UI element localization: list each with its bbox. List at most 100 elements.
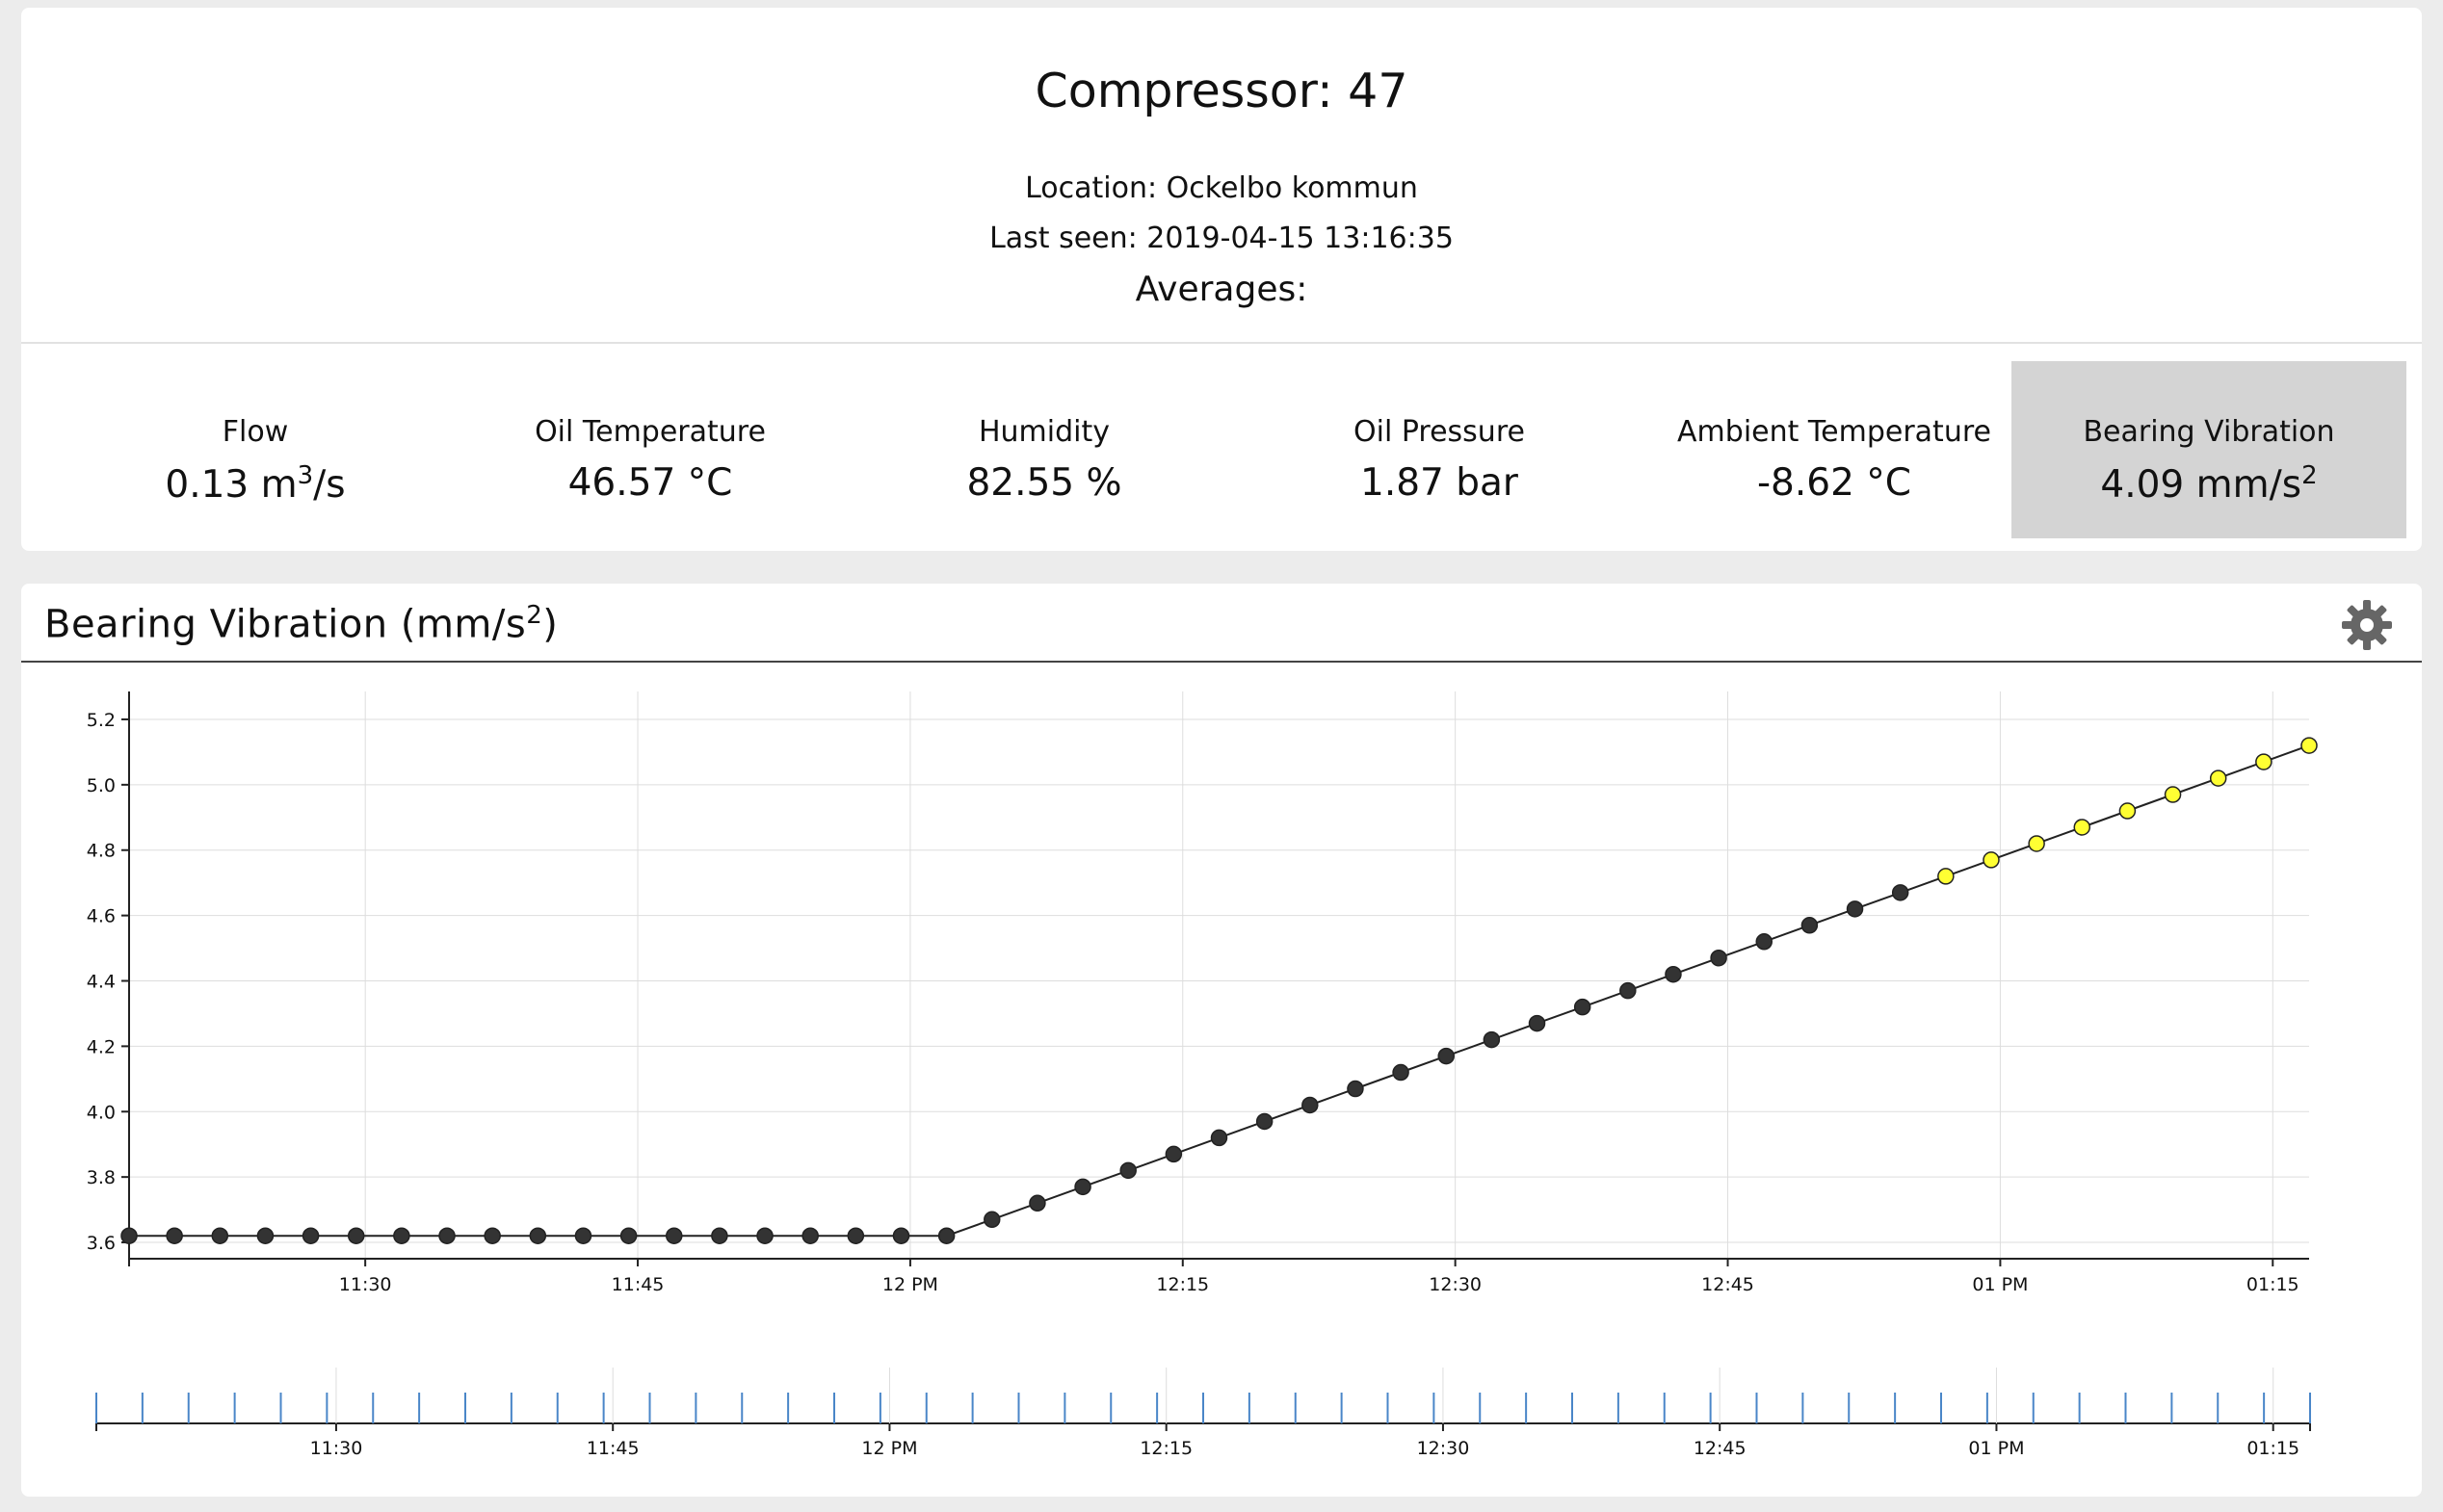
metric-ambient-temperature[interactable]: Ambient Temperature -8.62 °C <box>1637 361 2032 538</box>
y-tick-label: 4.8 <box>87 841 116 862</box>
chart-panel: Bearing Vibration (mm/s2) 3.6 3.8 4.0 4.2 4.… <box>21 584 2422 1497</box>
data-point <box>801 1227 819 1244</box>
data-point <box>1800 917 1819 934</box>
metric-label: Oil Temperature <box>535 415 766 449</box>
brush-x-tick-label: 01:15 <box>2246 1438 2299 1459</box>
metric-value: 46.57 °C <box>567 461 733 505</box>
data-point <box>619 1227 638 1244</box>
data-point <box>1210 1129 1228 1147</box>
metric-bearing-vibration[interactable]: Bearing Vibration 4.09 mm/s2 <box>2011 361 2406 538</box>
brush-x-tick-label: 12 PM <box>861 1438 917 1459</box>
data-point <box>1846 900 1864 918</box>
data-point <box>1710 949 1727 967</box>
data-point <box>1029 1194 1046 1212</box>
y-tick-label: 3.8 <box>87 1167 116 1188</box>
data-point <box>1119 1161 1137 1180</box>
data-point <box>1165 1145 1183 1163</box>
y-tick-label: 4.2 <box>87 1036 116 1057</box>
series-line <box>129 744 2310 1238</box>
chart-title: Bearing Vibration (mm/s2) <box>44 601 559 647</box>
data-point-highlighted <box>2209 769 2227 787</box>
data-point <box>166 1227 183 1244</box>
y-tick-label: 4.0 <box>87 1102 116 1123</box>
y-tick-label: 5.2 <box>87 710 116 731</box>
data-point <box>756 1227 774 1244</box>
data-point-highlighted <box>1983 851 2000 869</box>
metric-label: Flow <box>222 415 289 449</box>
data-point <box>1665 965 1682 983</box>
metric-value: -8.62 °C <box>1756 461 1912 505</box>
location-text: Location: Ockelbo kommun <box>1025 171 1418 205</box>
gear-icon[interactable] <box>2339 597 2395 653</box>
data-point <box>438 1227 456 1244</box>
metric-value: 4.09 mm/s2 <box>2100 461 2318 507</box>
x-tick-label: 01 PM <box>1972 1274 2028 1295</box>
data-point <box>1437 1047 1455 1065</box>
data-point <box>1755 933 1773 951</box>
data-point <box>347 1227 365 1244</box>
chart-header-rule <box>21 661 2422 663</box>
metric-value: 82.55 % <box>966 461 1122 505</box>
data-point <box>1347 1080 1364 1098</box>
metric-flow[interactable]: Flow 0.13 m3/s <box>58 361 453 538</box>
compressor-title: Compressor: 47 <box>1035 64 1408 118</box>
data-point <box>666 1227 683 1244</box>
compressor-summary-card: Compressor: 47 Location: Ockelbo kommun … <box>21 8 2422 551</box>
x-tick-label: 11:45 <box>612 1274 665 1295</box>
x-tick-label: 12:30 <box>1429 1274 1482 1295</box>
metric-oil-temperature[interactable]: Oil Temperature 46.57 °C <box>453 361 848 538</box>
y-tick-label: 5.0 <box>87 775 116 796</box>
data-point <box>529 1227 547 1244</box>
data-point <box>1483 1030 1501 1049</box>
data-point <box>892 1227 910 1244</box>
data-point <box>1619 981 1637 1000</box>
header-divider <box>21 342 2422 344</box>
metric-value: 1.87 bar <box>1360 461 1518 505</box>
x-tick-label: 12 PM <box>882 1274 938 1295</box>
data-point-highlighted <box>2164 786 2182 803</box>
y-tick-label: 3.6 <box>87 1233 116 1254</box>
bearing-vibration-chart[interactable]: 3.6 3.8 4.0 4.2 4.4 4.6 4.8 5.0 5.2 11:30 11:45 12 … <box>21 584 2422 1497</box>
brush-x-tick-label: 11:45 <box>587 1438 640 1459</box>
data-point <box>1074 1178 1091 1196</box>
x-tick-label: 01:15 <box>2246 1274 2299 1295</box>
data-point <box>984 1211 1001 1229</box>
brush-x-tick-label: 11:30 <box>310 1438 363 1459</box>
metric-label: Bearing Vibration <box>2083 415 2335 449</box>
data-point <box>256 1227 275 1244</box>
data-point <box>1255 1112 1274 1131</box>
metric-humidity[interactable]: Humidity 82.55 % <box>847 361 1242 538</box>
data-point-highlighted <box>2073 819 2091 836</box>
averages-heading: Averages: <box>1135 270 1308 309</box>
brush-x-tick-label: 01 PM <box>1968 1438 2024 1459</box>
data-point <box>120 1227 138 1244</box>
data-point <box>1891 884 1909 901</box>
metric-oil-pressure[interactable]: Oil Pressure 1.87 bar <box>1242 361 1637 538</box>
metric-label: Humidity <box>978 415 1111 449</box>
y-tick-label: 4.4 <box>87 972 116 993</box>
data-point-highlighted <box>2028 835 2045 852</box>
data-point <box>847 1227 865 1244</box>
brush-x-tick-label: 12:30 <box>1417 1438 1470 1459</box>
brush-x-tick-label: 12:15 <box>1140 1438 1193 1459</box>
data-point <box>574 1227 592 1244</box>
data-point <box>1392 1063 1409 1082</box>
data-point-highlighted <box>2300 737 2318 754</box>
data-point <box>937 1227 956 1244</box>
data-point <box>1573 998 1591 1016</box>
y-tick-label: 4.6 <box>87 906 116 927</box>
last-seen-text: Last seen: 2019-04-15 13:16:35 <box>989 222 1454 255</box>
x-tick-label: 12:15 <box>1156 1274 1209 1295</box>
metric-value: 0.13 m3/s <box>165 461 346 507</box>
data-point <box>484 1227 501 1244</box>
data-point-highlighted <box>2255 753 2272 770</box>
x-tick-label: 11:30 <box>339 1274 392 1295</box>
data-point <box>211 1227 229 1244</box>
brush-x-tick-label: 12:45 <box>1694 1438 1747 1459</box>
data-point <box>393 1227 410 1244</box>
data-point <box>1528 1014 1546 1032</box>
data-point <box>1301 1096 1319 1114</box>
metric-label: Ambient Temperature <box>1677 415 1991 449</box>
x-tick-label: 12:45 <box>1701 1274 1754 1295</box>
metric-label: Oil Pressure <box>1353 415 1525 449</box>
